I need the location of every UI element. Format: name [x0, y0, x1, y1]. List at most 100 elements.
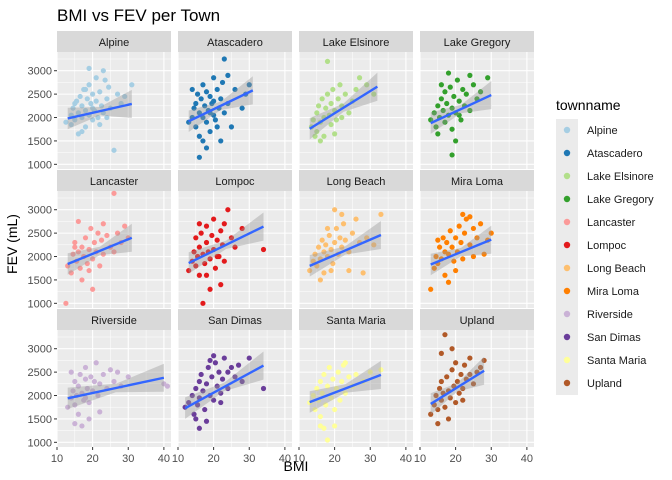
legend-item-riverside: Riverside [563, 309, 633, 321]
panel-santa-maria: Santa Maria 10 20 30 40 [293, 309, 413, 465]
data-point [260, 385, 267, 392]
legend-item-lompoc: Lompoc [563, 240, 627, 252]
data-point [440, 107, 446, 114]
data-point [200, 138, 206, 144]
x-tick-label: 30 [122, 453, 134, 465]
data-point [84, 96, 90, 102]
data-point [97, 263, 103, 269]
data-point [364, 82, 370, 88]
x-tick-label: 20 [450, 453, 462, 465]
data-point [90, 91, 96, 97]
legend-key [563, 356, 571, 364]
data-point [445, 416, 452, 422]
data-point [98, 103, 105, 109]
data-point [191, 411, 197, 417]
data-point [433, 392, 439, 399]
data-point [326, 364, 332, 371]
data-point [326, 232, 332, 239]
data-point [202, 406, 208, 413]
data-point [460, 211, 466, 217]
data-point [445, 279, 452, 285]
panels-grid: Alpine 1000 1500 2000 2500 3000 Atascadero Lake… [28, 31, 534, 465]
data-point [93, 360, 99, 366]
data-point [428, 411, 434, 417]
data-point [202, 103, 208, 109]
data-point [79, 128, 85, 135]
data-point [196, 244, 202, 250]
data-point [214, 86, 220, 93]
data-point [461, 362, 468, 368]
data-point [239, 225, 245, 232]
data-point [312, 406, 318, 413]
data-point [203, 89, 210, 95]
data-point [75, 411, 81, 417]
x-tick-label: 30 [485, 453, 497, 465]
legend-label: Mira Loma [587, 286, 640, 298]
panel-alpine: Alpine 1000 1500 2000 2500 3000 [28, 31, 171, 171]
data-point [353, 216, 359, 222]
data-point [342, 237, 348, 243]
data-point [340, 221, 347, 227]
data-point [75, 110, 81, 116]
data-point [324, 58, 331, 64]
data-point [470, 225, 477, 232]
legend-label: Alpine [587, 125, 618, 137]
facet-strip-label: Lake Elsinore [323, 37, 390, 49]
data-point [194, 91, 201, 97]
data-point [221, 258, 227, 264]
data-point [211, 353, 217, 359]
fit-line [309, 373, 382, 404]
data-point [335, 96, 341, 102]
data-point [463, 91, 469, 97]
data-point [454, 77, 461, 83]
confidence-band [430, 356, 485, 415]
data-point [82, 124, 89, 130]
data-point [82, 86, 89, 93]
data-point [65, 404, 71, 410]
data-point [371, 91, 377, 97]
data-point [333, 117, 340, 123]
data-point [460, 385, 466, 392]
data-point [337, 397, 343, 403]
data-point [485, 75, 491, 81]
facet-strip-label: Riverside [91, 315, 137, 327]
data-point [86, 267, 92, 274]
data-point [333, 385, 340, 392]
data-point [86, 65, 92, 71]
data-point [310, 392, 316, 399]
fit-line [188, 225, 265, 265]
x-axis-label: BMI [284, 458, 309, 474]
panel-long-beach: Long Beach [298, 170, 413, 308]
data-point [91, 378, 98, 385]
data-point [79, 244, 85, 250]
data-point [203, 223, 210, 229]
data-point [477, 221, 484, 227]
data-point [438, 378, 444, 385]
data-point [328, 246, 334, 253]
data-point [219, 79, 226, 86]
data-point [196, 425, 202, 431]
data-point [196, 272, 202, 278]
panel-atascadero: Atascadero [177, 31, 292, 169]
legend-item-long-beach: Long Beach [563, 263, 646, 275]
data-point [481, 251, 487, 257]
data-point [164, 383, 171, 389]
data-point [335, 369, 341, 375]
legend-item-atascadero: Atascadero [563, 148, 643, 160]
data-point [449, 367, 455, 373]
data-point [86, 416, 92, 422]
data-point [114, 230, 121, 236]
data-point [467, 107, 473, 114]
x-tick-label: 20 [87, 453, 99, 465]
data-point [193, 263, 199, 269]
data-point [225, 385, 231, 392]
legend-title: townname [556, 97, 621, 113]
data-point [125, 374, 131, 380]
data-point [323, 402, 329, 408]
data-point [321, 270, 327, 276]
data-point [317, 138, 323, 144]
data-point [317, 277, 323, 283]
data-point [90, 286, 96, 292]
data-point [70, 388, 76, 394]
x-tick-label: 40 [521, 453, 533, 465]
